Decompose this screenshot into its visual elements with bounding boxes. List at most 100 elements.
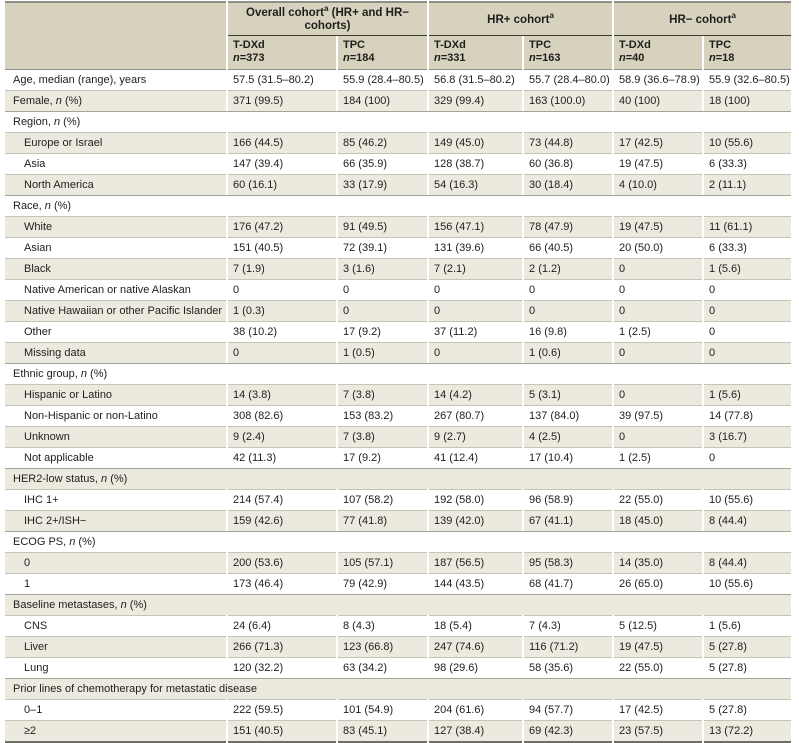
cell-value: 116 (71.2) [524, 636, 613, 657]
cell-value: 5 (3.1) [524, 384, 613, 405]
cell-value: 2 (11.1) [704, 174, 792, 195]
row-label: Missing data [5, 342, 226, 363]
cell-value: 91 (49.5) [338, 216, 428, 237]
cell-value: 8 (4.3) [338, 615, 428, 636]
cell-value: 68 (41.7) [524, 573, 613, 594]
row-label: Liver [5, 636, 226, 657]
cell-value: 144 (43.5) [429, 573, 523, 594]
cell-value: 131 (39.6) [429, 237, 523, 258]
cell-value: 0 [614, 258, 703, 279]
table-row: 0–1 222 (59.5) 101 (54.9) 204 (61.6) 94 (57.… [5, 699, 792, 720]
corner-cell [5, 1, 226, 70]
cell-value: 0 [429, 279, 523, 300]
cell-value: 214 (57.4) [228, 489, 336, 510]
cell-value: 139 (42.0) [429, 510, 523, 531]
table-body: Age, median (range), years 57.5 (31.5–80.… [5, 70, 792, 743]
table-row: Liver 266 (71.3) 123 (66.8) 247 (74.6) 116 (… [5, 636, 792, 657]
table-row: CNS 24 (6.4) 8 (4.3) 18 (5.4) 7 (4.3) 5 (12.5… [5, 615, 792, 636]
cell-value: 329 (99.4) [429, 90, 523, 111]
cell-value: 156 (47.1) [429, 216, 523, 237]
cell-value: 69 (42.3) [524, 720, 613, 743]
row-label: Hispanic or Latino [5, 384, 226, 405]
cell-value: 6 (33.3) [704, 237, 792, 258]
cell-value: 153 (83.2) [338, 405, 428, 426]
cell-value: 83 (45.1) [338, 720, 428, 743]
cell-value: 17 (10.4) [524, 447, 613, 468]
table-row: Ethnic group, n (%) [5, 363, 792, 384]
cell-value: 24 (6.4) [228, 615, 336, 636]
cell-value: 1 (0.5) [338, 342, 428, 363]
cell-value: 10 (55.6) [704, 573, 792, 594]
cell-value: 9 (2.7) [429, 426, 523, 447]
row-label: IHC 2+/ISH− [5, 510, 226, 531]
table-row: Non-Hispanic or non-Latino 308 (82.6) 153 … [5, 405, 792, 426]
cell-value: 147 (39.4) [228, 153, 336, 174]
cell-value: 0 [614, 279, 703, 300]
table-row: Missing data 0 1 (0.5) 0 1 (0.6) 0 0 [5, 342, 792, 363]
table-row: Region, n (%) [5, 111, 792, 132]
row-label: North America [5, 174, 226, 195]
cell-value: 0 [704, 279, 792, 300]
cell-value: 77 (41.8) [338, 510, 428, 531]
cell-value: 55.9 (32.6–80.5) [709, 73, 790, 86]
cell-value: 5 (27.8) [704, 699, 792, 720]
cell-value: 7 (3.8) [338, 384, 428, 405]
row-label: Lung [5, 657, 226, 678]
cell-value: 3 (1.6) [338, 258, 428, 279]
table-row: IHC 1+ 214 (57.4) 107 (58.2) 192 (58.0) 96 (… [5, 489, 792, 510]
cell-value: 0 [429, 342, 523, 363]
cell-value: 19 (47.5) [614, 153, 703, 174]
cell-value: 247 (74.6) [429, 636, 523, 657]
cell-value: 22 (55.0) [614, 489, 703, 510]
cell-value: 0 [338, 300, 428, 321]
cell-value: 10 (55.6) [704, 132, 792, 153]
cohort-group-header: HR+ cohorta [429, 1, 613, 36]
cell-value: 192 (58.0) [429, 489, 523, 510]
cell-value: 1 (2.5) [614, 447, 703, 468]
cell-value: 0 [704, 447, 792, 468]
cell-value: 19 (47.5) [614, 216, 703, 237]
cell-value: 26 (65.0) [614, 573, 703, 594]
row-label: Not applicable [5, 447, 226, 468]
cell-value: 4 (2.5) [524, 426, 613, 447]
table-row: Race, n (%) [5, 195, 792, 216]
cell-value: 41 (12.4) [429, 447, 523, 468]
cell-value: 0 [524, 300, 613, 321]
table-row: Hispanic or Latino 14 (3.8) 7 (3.8) 14 (4.2… [5, 384, 792, 405]
cell-value: 371 (99.5) [228, 90, 336, 111]
row-label: Age, median (range), years [13, 73, 147, 86]
cell-value: 184 (100) [338, 90, 428, 111]
cell-value: 13 (72.2) [704, 720, 792, 743]
table-row: Native Hawaiian or other Pacific Islande… [5, 300, 792, 321]
cell-value: 5 (27.8) [704, 636, 792, 657]
cell-value: 176 (47.2) [228, 216, 336, 237]
cell-value: 16 (9.8) [524, 321, 613, 342]
cell-value: 120 (32.2) [228, 657, 336, 678]
cell-value: 94 (57.7) [524, 699, 613, 720]
cell-value: 9 (2.4) [228, 426, 336, 447]
cell-value: 42 (11.3) [228, 447, 336, 468]
row-label: Female, n (%) [5, 90, 226, 111]
cell-value: 38 (10.2) [228, 321, 336, 342]
cell-value: 18 (100) [704, 90, 792, 111]
row-label: 1 [5, 573, 226, 594]
cell-value: 14 (35.0) [614, 552, 703, 573]
cell-value: 1 (2.5) [614, 321, 703, 342]
cell-value: 0 [228, 279, 336, 300]
cell-value: 6 (33.3) [704, 153, 792, 174]
cell-value: 7 (4.3) [524, 615, 613, 636]
cell-value: 72 (39.1) [338, 237, 428, 258]
table-row: Other 38 (10.2) 17 (9.2) 37 (11.2) 16 (9.8) 1… [5, 321, 792, 342]
cell-value: 85 (46.2) [338, 132, 428, 153]
cell-value: 200 (53.6) [228, 552, 336, 573]
cell-value: 58.9 (36.6–78.9) [619, 73, 700, 86]
cell-value: 23 (57.5) [614, 720, 703, 743]
cell-value: 107 (58.2) [338, 489, 428, 510]
table-row: Asian 151 (40.5) 72 (39.1) 131 (39.6) 66 (40… [5, 237, 792, 258]
cell-value: 95 (58.3) [524, 552, 613, 573]
cell-value: 123 (66.8) [338, 636, 428, 657]
cell-value: 55.9 (28.4–80.5) [343, 73, 424, 86]
cell-value: 101 (54.9) [338, 699, 428, 720]
cell-value: 159 (42.6) [228, 510, 336, 531]
row-label: CNS [5, 615, 226, 636]
